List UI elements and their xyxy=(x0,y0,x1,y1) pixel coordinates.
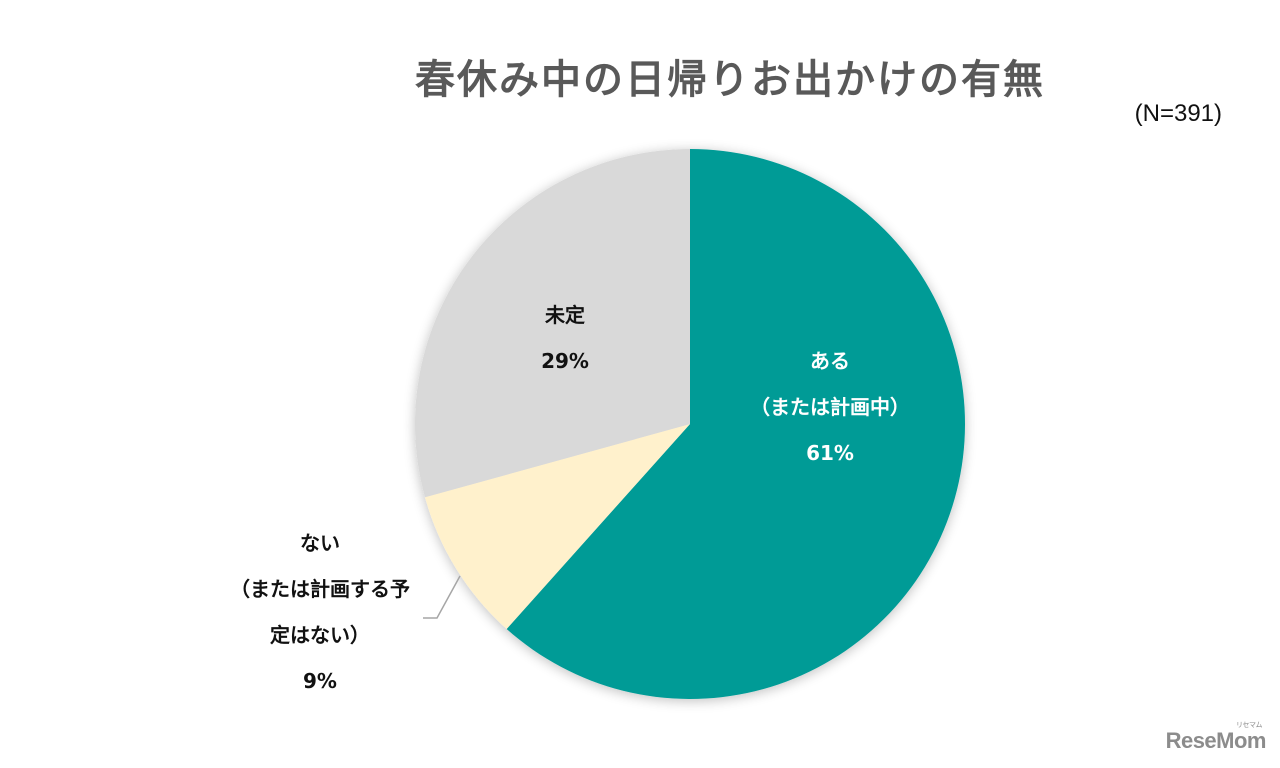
label-percent: 29% xyxy=(541,349,589,373)
slice-no xyxy=(424,424,690,629)
slice-label-undecided: 未定 29% xyxy=(495,292,635,384)
logo-text: ReseMom xyxy=(1165,728,1267,753)
logo-ruby: リセマム xyxy=(1236,722,1263,729)
slice-label-no: ない （または計画する予 定はない） 9% xyxy=(180,520,460,704)
slice-undecided xyxy=(415,149,690,498)
chart-title: 春休み中の日帰りお出かけの有無 xyxy=(415,57,1045,103)
label-text: 未定 xyxy=(545,303,585,327)
label-text: （または計画する予 xyxy=(230,577,410,601)
slice-yes xyxy=(506,149,965,699)
label-percent: 9% xyxy=(303,669,337,693)
slice-label-yes: ある （または計画中） 61% xyxy=(710,338,950,476)
leader-line xyxy=(423,575,461,619)
label-text: ある xyxy=(810,349,850,373)
label-text: 定はない） xyxy=(270,623,370,647)
sample-size: (N=391) xyxy=(1134,100,1222,127)
label-text: ない xyxy=(300,531,340,555)
label-text: （または計画中） xyxy=(750,395,910,419)
resemom-logo: リセマム ReseMom xyxy=(1165,722,1267,754)
label-percent: 61% xyxy=(806,441,854,465)
